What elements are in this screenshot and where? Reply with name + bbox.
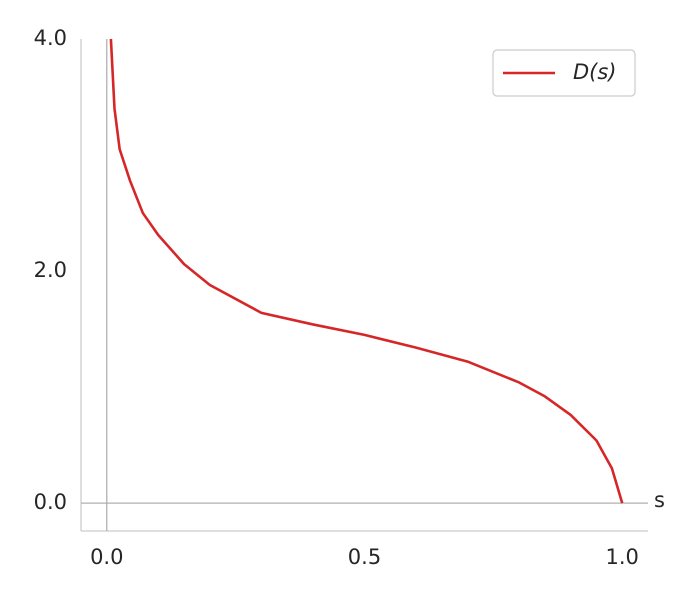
- y-tick-label: 0.0: [34, 490, 67, 514]
- data-line: [109, 38, 624, 504]
- x-tick-label: 1.0: [606, 545, 639, 569]
- legend: D(s): [492, 49, 636, 97]
- legend-label: D(s): [573, 60, 617, 84]
- y-tick-label: 2.0: [34, 258, 67, 282]
- x-axis-label: s: [654, 488, 665, 512]
- legend-box: [492, 49, 636, 97]
- y-tick-label: 4.0: [34, 26, 67, 50]
- x-tick-label: 0.0: [90, 545, 123, 569]
- x-tick-label: 0.5: [348, 545, 381, 569]
